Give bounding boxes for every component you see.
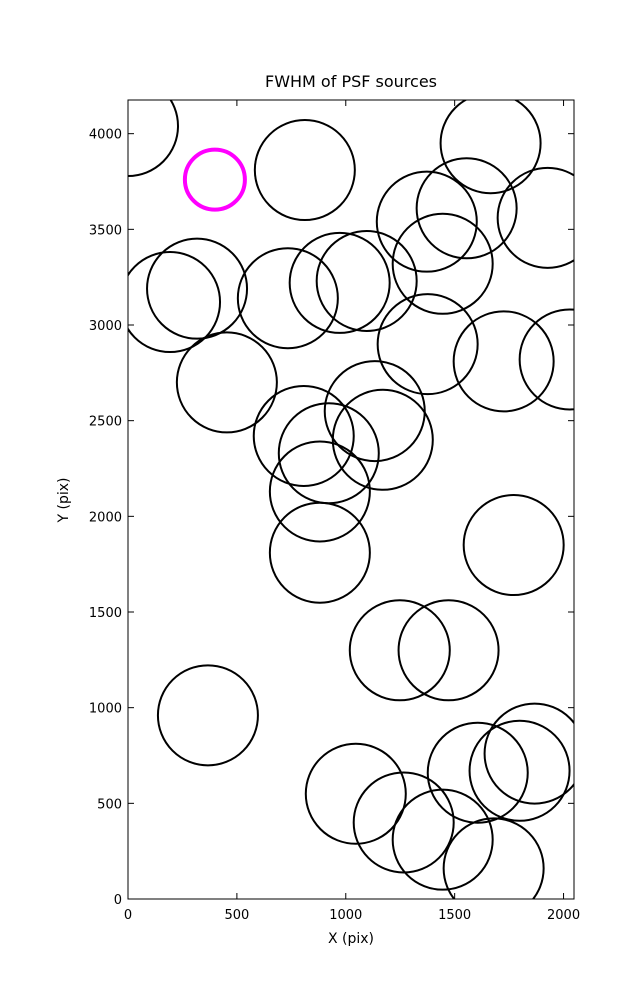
source-circle	[397, 599, 500, 702]
source-circle	[268, 440, 371, 543]
y-tick-label: 500	[97, 797, 122, 812]
x-tick-label: 2000	[547, 908, 580, 923]
source-circle	[391, 788, 494, 891]
source-circle	[304, 742, 407, 845]
chart-title: FWHM of PSF sources	[265, 72, 437, 91]
source-circle	[426, 721, 529, 824]
x-tick-label: 1500	[438, 908, 471, 923]
x-tick-label: 1000	[329, 908, 362, 923]
y-tick-label: 2500	[89, 415, 122, 430]
plot-area	[128, 100, 574, 899]
source-circle	[442, 817, 545, 899]
source-circle	[462, 494, 565, 597]
axes-frame	[127, 99, 575, 900]
y-axis-label: Y (pix)	[56, 478, 72, 524]
y-tick-label: 1000	[89, 702, 122, 717]
source-circle	[496, 166, 574, 269]
source-circle	[331, 388, 434, 491]
source-circle	[182, 147, 247, 212]
source-circle	[375, 170, 478, 273]
source-circle	[128, 100, 179, 178]
source-circle	[391, 212, 494, 315]
source-circle	[236, 247, 339, 350]
source-circle	[452, 310, 555, 413]
source-circle	[288, 231, 391, 334]
source-circle	[156, 664, 259, 767]
x-axis-label: X (pix)	[328, 931, 374, 947]
x-tick-label: 0	[124, 908, 132, 923]
source-circle	[348, 599, 451, 702]
source-circle	[268, 501, 371, 604]
y-tick-label: 1500	[89, 606, 122, 621]
source-circle	[252, 384, 355, 487]
source-circle	[175, 331, 278, 434]
source-circle	[518, 308, 574, 411]
y-tick-label: 0	[114, 893, 122, 908]
source-circle	[253, 119, 356, 222]
y-tick-label: 2000	[89, 510, 122, 525]
y-tick-label: 4000	[89, 128, 122, 143]
y-tick-label: 3500	[89, 223, 122, 238]
source-circle	[483, 702, 574, 805]
source-circle	[315, 229, 418, 332]
source-circle	[128, 251, 222, 354]
x-tick-label: 500	[224, 908, 249, 923]
source-circle	[146, 237, 249, 340]
source-circle	[415, 157, 518, 260]
source-circle	[439, 100, 542, 195]
source-circle	[376, 293, 479, 396]
source-circle	[468, 719, 571, 822]
y-tick-label: 3000	[89, 319, 122, 334]
